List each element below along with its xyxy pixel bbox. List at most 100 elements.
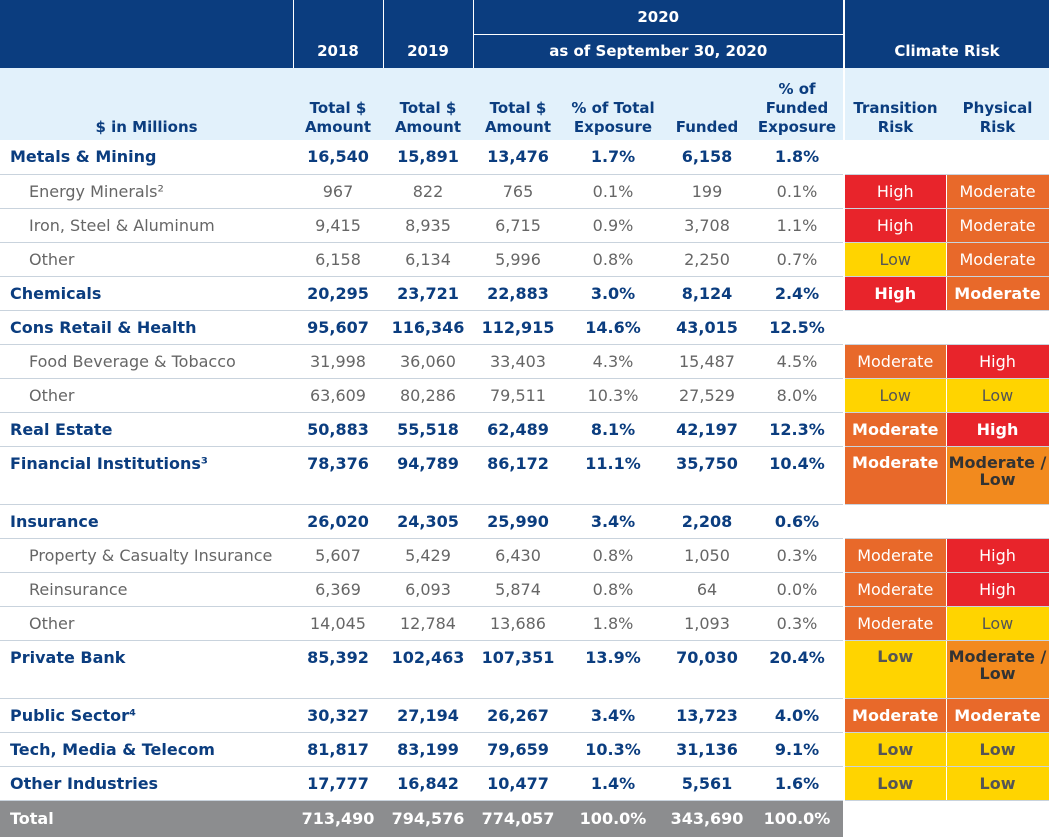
table-row: Insurance 26,020 24,305 25,990 3.4% 2,208 0.6%: [0, 503, 1049, 539]
total-physical-blank: [946, 800, 1049, 837]
row-label: Energy Minerals²: [0, 174, 293, 209]
row-pct-funded: 2.4%: [751, 276, 844, 311]
transition-risk-cell: Low: [843, 765, 947, 801]
transition-risk-cell: Low: [843, 241, 947, 277]
row-value-2020: 79,511: [473, 378, 563, 413]
row-pct-funded: 10.4%: [751, 446, 844, 505]
header-climate-risk: Climate Risk: [843, 0, 1049, 68]
row-label: Food Beverage & Tobacco: [0, 344, 293, 379]
row-value-2020: 86,172: [473, 446, 563, 505]
table-row: Financial Institutions³ 78,376 94,789 86,17…: [0, 445, 1049, 505]
row-label: Insurance: [0, 504, 293, 539]
row-value-2018: 6,369: [293, 572, 383, 607]
table-body: Metals & Mining 16,540 15,891 13,476 1.7% 6,1…: [0, 139, 1049, 801]
physical-risk-cell: Low: [945, 765, 1049, 801]
row-pct-funded: 9.1%: [751, 732, 844, 767]
row-pct-total: 1.7%: [563, 140, 663, 175]
transition-risk-cell: Moderate: [843, 571, 947, 607]
row-value-2018: 85,392: [293, 640, 383, 699]
row-value-2018: 81,817: [293, 732, 383, 767]
table-row: Cons Retail & Health 95,607 116,346 112,915…: [0, 309, 1049, 345]
row-pct-total: 13.9%: [563, 640, 663, 699]
row-label: Other: [0, 242, 293, 277]
row-pct-total: 0.9%: [563, 208, 663, 243]
row-label: Reinsurance: [0, 572, 293, 607]
transition-risk-cell: High: [843, 275, 947, 311]
row-label: Cons Retail & Health: [0, 310, 293, 345]
header-2018: 2018: [292, 0, 383, 68]
row-pct-funded: 0.0%: [751, 572, 844, 607]
row-value-2020: 765: [473, 174, 563, 209]
row-value-2020: 26,267: [473, 698, 563, 733]
row-value-2018: 31,998: [293, 344, 383, 379]
physical-risk-cell: Low: [945, 377, 1049, 413]
row-value-2018: 5,607: [293, 538, 383, 573]
physical-risk-cell: High: [945, 343, 1049, 379]
table-row: Other Industries 17,777 16,842 10,477 1.4% 5,…: [0, 765, 1049, 801]
physical-risk-cell: Moderate: [945, 173, 1049, 209]
header-col-pct-total: % of Total Exposure: [563, 68, 663, 140]
row-pct-total: 10.3%: [563, 378, 663, 413]
row-value-2018: 9,415: [293, 208, 383, 243]
row-label: Tech, Media & Telecom: [0, 732, 293, 767]
physical-risk-cell: Moderate: [945, 207, 1049, 243]
row-value-2019: 822: [383, 174, 473, 209]
physical-risk-cell: Moderate / Low: [945, 639, 1049, 699]
total-2018: 713,490: [293, 800, 383, 837]
physical-risk-cell: Moderate: [945, 697, 1049, 733]
row-funded: 2,208: [663, 504, 751, 539]
header-col-physical: Physical Risk: [946, 68, 1049, 140]
table-row: Food Beverage & Tobacco 31,998 36,060 33,40…: [0, 343, 1049, 379]
row-value-2020: 5,996: [473, 242, 563, 277]
row-value-2020: 10,477: [473, 766, 563, 801]
physical-risk-cell: High: [945, 411, 1049, 447]
transition-risk-cell: Moderate: [843, 605, 947, 641]
table-row: Reinsurance 6,369 6,093 5,874 0.8% 64 0.0% Mode…: [0, 571, 1049, 607]
row-value-2019: 15,891: [383, 140, 473, 175]
transition-risk-cell: Low: [843, 639, 947, 699]
row-value-2018: 967: [293, 174, 383, 209]
transition-risk-cell: Low: [843, 377, 947, 413]
row-value-2020: 25,990: [473, 504, 563, 539]
row-value-2019: 27,194: [383, 698, 473, 733]
row-value-2020: 13,476: [473, 140, 563, 175]
row-value-2020: 107,351: [473, 640, 563, 699]
row-value-2019: 102,463: [383, 640, 473, 699]
row-value-2018: 26,020: [293, 504, 383, 539]
header-asof-row: as of September 30, 2020: [0, 34, 1049, 68]
row-value-2019: 55,518: [383, 412, 473, 447]
row-funded: 5,561: [663, 766, 751, 801]
row-pct-funded: 4.5%: [751, 344, 844, 379]
row-label: Iron, Steel & Aluminum: [0, 208, 293, 243]
total-label: Total: [0, 800, 293, 837]
table-row: Energy Minerals² 967 822 765 0.1% 199 0.1% High…: [0, 173, 1049, 209]
header-2020: 2020: [472, 0, 844, 35]
row-label: Metals & Mining: [0, 140, 293, 175]
row-pct-funded: 0.6%: [751, 504, 844, 539]
row-pct-total: 3.4%: [563, 504, 663, 539]
row-pct-total: 10.3%: [563, 732, 663, 767]
row-value-2018: 63,609: [293, 378, 383, 413]
row-pct-total: 14.6%: [563, 310, 663, 345]
table-row: Other 63,609 80,286 79,511 10.3% 27,529 8.0% Lo…: [0, 377, 1049, 413]
transition-risk-cell: [843, 139, 947, 175]
row-pct-total: 11.1%: [563, 446, 663, 505]
table-row: Chemicals 20,295 23,721 22,883 3.0% 8,124 2.4%…: [0, 275, 1049, 311]
header-units: $ in Millions: [0, 68, 293, 140]
transition-risk-cell: [843, 503, 947, 539]
total-funded: 343,690: [663, 800, 751, 837]
table-row: Public Sector⁴ 30,327 27,194 26,267 3.4% 13,7…: [0, 697, 1049, 733]
total-pct-total: 100.0%: [563, 800, 663, 837]
row-funded: 35,750: [663, 446, 751, 505]
physical-risk-cell: [945, 309, 1049, 345]
row-label: Chemicals: [0, 276, 293, 311]
row-pct-funded: 12.3%: [751, 412, 844, 447]
row-pct-funded: 12.5%: [751, 310, 844, 345]
header-columns-row: $ in Millions Total $ Amount Total $ Amo…: [0, 68, 1049, 140]
row-value-2020: 22,883: [473, 276, 563, 311]
row-value-2018: 78,376: [293, 446, 383, 505]
header-blank-cell: [0, 0, 293, 68]
row-value-2020: 6,715: [473, 208, 563, 243]
row-pct-funded: 0.3%: [751, 538, 844, 573]
header-col-transition: Transition Risk: [843, 68, 946, 140]
